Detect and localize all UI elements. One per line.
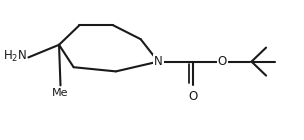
Text: N: N — [154, 55, 163, 68]
Text: H$_2$N: H$_2$N — [3, 48, 27, 64]
Text: Me: Me — [52, 88, 69, 98]
Text: O: O — [218, 55, 227, 68]
Text: O: O — [188, 90, 198, 103]
